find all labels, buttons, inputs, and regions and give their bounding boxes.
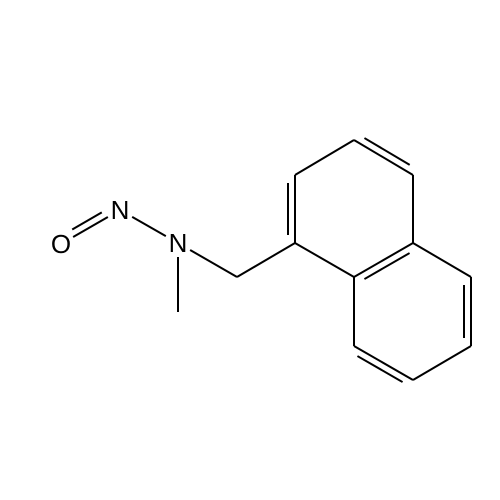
bond xyxy=(354,346,413,380)
atom-label-n: N xyxy=(169,228,188,258)
bond xyxy=(190,250,237,277)
bond xyxy=(132,217,166,236)
bond xyxy=(413,346,471,380)
bond xyxy=(364,138,409,165)
bond xyxy=(295,140,354,175)
bond xyxy=(354,140,413,175)
atom-label-o: O xyxy=(51,229,71,259)
atom-label-n: N xyxy=(111,195,130,225)
bond xyxy=(295,243,354,277)
bond xyxy=(72,212,102,229)
molecule-diagram: N N O xyxy=(0,0,500,500)
bond xyxy=(354,243,413,277)
bond xyxy=(413,243,471,277)
bond xyxy=(237,243,295,277)
